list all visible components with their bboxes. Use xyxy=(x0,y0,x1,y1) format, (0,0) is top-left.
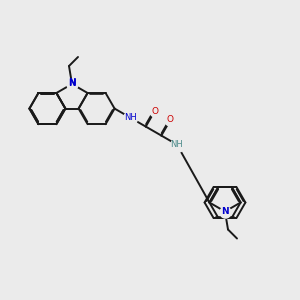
Text: N: N xyxy=(221,207,229,216)
Text: O: O xyxy=(167,116,174,124)
Text: NH: NH xyxy=(124,113,136,122)
Text: N: N xyxy=(68,80,76,88)
Text: NH: NH xyxy=(171,140,183,149)
Text: N: N xyxy=(68,78,76,87)
Text: O: O xyxy=(151,106,158,116)
